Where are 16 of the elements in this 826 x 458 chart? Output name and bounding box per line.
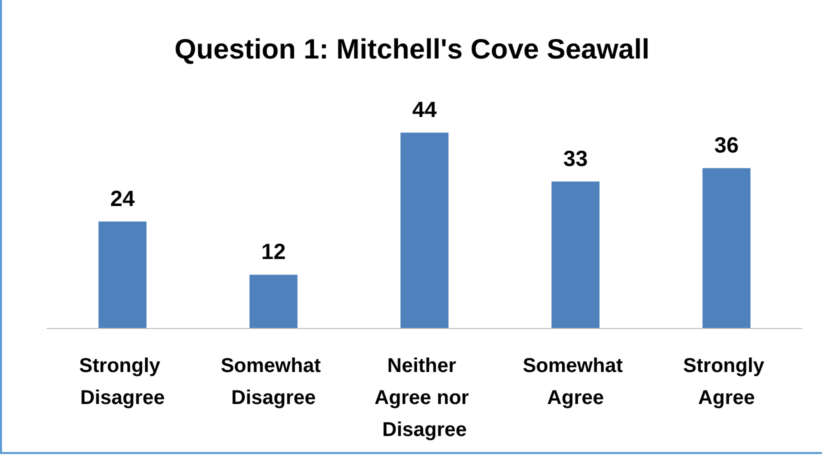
x-tick-label: Strongly Agree	[683, 355, 770, 409]
bar	[552, 181, 600, 328]
data-label: 36	[714, 132, 739, 158]
data-label: 33	[563, 146, 588, 171]
bar	[702, 168, 750, 328]
x-tick-label: Strongly Disagree	[79, 355, 166, 409]
data-label: 24	[110, 186, 136, 211]
chart-title: Question 1: Mitchell's Cove Seawall	[174, 34, 650, 64]
data-label: 12	[261, 239, 286, 264]
x-tick-label: Somewhat Agree	[522, 355, 628, 409]
data-label: 44	[412, 97, 438, 122]
bar	[400, 132, 448, 328]
bar	[250, 274, 298, 328]
x-tick-label: Neither Agree nor Disagree	[374, 355, 475, 441]
bar	[98, 221, 146, 328]
x-tick-label: Somewhat Disagree	[220, 355, 326, 409]
